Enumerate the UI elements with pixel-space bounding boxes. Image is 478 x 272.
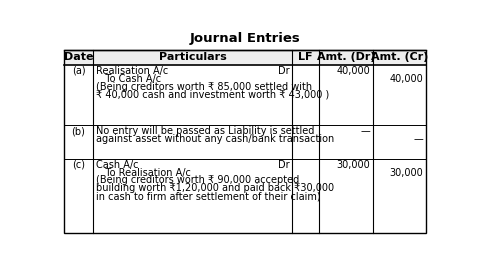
Bar bbox=[64, 50, 426, 65]
Text: (c): (c) bbox=[72, 160, 85, 170]
Text: (Being creditors worth ₹ 85,000 settled with: (Being creditors worth ₹ 85,000 settled … bbox=[96, 82, 312, 92]
Text: Particulars: Particulars bbox=[159, 52, 227, 62]
Text: Realisation A/c: Realisation A/c bbox=[96, 66, 168, 76]
Text: 40,000: 40,000 bbox=[390, 74, 423, 84]
Text: Dr: Dr bbox=[278, 160, 290, 170]
Text: against asset without any cash/bank transaction: against asset without any cash/bank tran… bbox=[96, 134, 334, 144]
Text: Journal Entries: Journal Entries bbox=[190, 32, 300, 45]
Text: Amt. (Cr): Amt. (Cr) bbox=[371, 52, 428, 62]
Text: Dr: Dr bbox=[278, 66, 290, 76]
Text: LF: LF bbox=[298, 52, 313, 62]
Text: ₹ 40,000 cash and investment worth ₹ 43,000 ): ₹ 40,000 cash and investment worth ₹ 43,… bbox=[96, 89, 329, 99]
Text: building worth ₹1,20,000 and paid back ₹30,000: building worth ₹1,20,000 and paid back ₹… bbox=[96, 183, 334, 193]
Text: To Cash A/c: To Cash A/c bbox=[96, 74, 161, 84]
Text: —: — bbox=[413, 134, 423, 144]
Bar bbox=[64, 50, 426, 233]
Text: (b): (b) bbox=[72, 126, 86, 136]
Text: (a): (a) bbox=[72, 66, 85, 76]
Text: Amt. (Dr): Amt. (Dr) bbox=[317, 52, 375, 62]
Text: Cash A/c: Cash A/c bbox=[96, 160, 138, 170]
Text: 40,000: 40,000 bbox=[336, 66, 370, 76]
Text: in cash to firm after settlement of their claim): in cash to firm after settlement of thei… bbox=[96, 191, 320, 201]
Text: Date: Date bbox=[64, 52, 93, 62]
Text: 30,000: 30,000 bbox=[336, 160, 370, 170]
Text: No entry will be passed as Liability is settled: No entry will be passed as Liability is … bbox=[96, 126, 314, 136]
Text: —: — bbox=[360, 126, 370, 136]
Text: (Being creditors worth ₹ 90,000 accepted: (Being creditors worth ₹ 90,000 accepted bbox=[96, 175, 299, 186]
Text: To Realisation A/c: To Realisation A/c bbox=[96, 168, 191, 178]
Text: 30,000: 30,000 bbox=[390, 168, 423, 178]
